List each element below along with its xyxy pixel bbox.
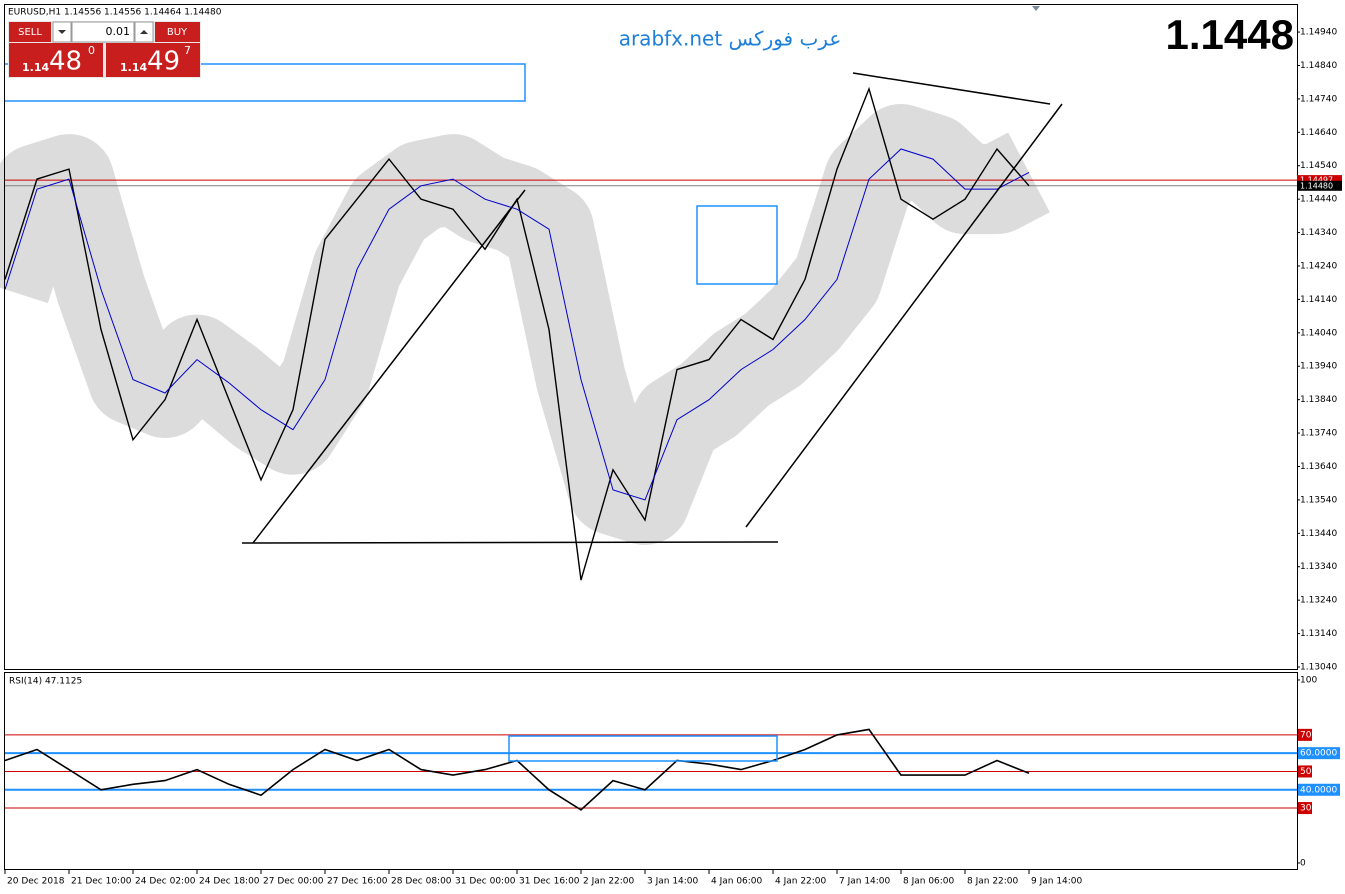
series-line [4, 148, 1030, 501]
x-tick-label: 24 Dec 18:00 [199, 877, 260, 887]
y-tick-label: 1.14240 [1300, 261, 1337, 271]
one-click-panel: SELL 0.01 BUY 1.14 48 0 1.14 49 7 [8, 21, 201, 78]
trendline [852, 72, 1051, 105]
level-tag [1298, 765, 1312, 778]
y-tick-label: 1.14140 [1300, 295, 1337, 305]
sell-label: SELL [18, 27, 42, 38]
symbol-info: EURUSD,H1 1.14556 1.14556 1.14464 1.1448… [8, 8, 222, 18]
y-tick-label: 1.13440 [1300, 529, 1337, 539]
big-price: 1.1448 [1166, 11, 1294, 58]
lot-input[interactable] [71, 21, 135, 43]
x-tick-label: 4 Jan 06:00 [711, 877, 763, 887]
buy-label: BUY [167, 27, 188, 38]
buy-prefix: 1.14 [120, 61, 147, 74]
y-tick-label: 1.14840 [1300, 61, 1337, 71]
level-tag [1298, 728, 1312, 741]
y-tick-label: 1.13840 [1300, 395, 1337, 405]
level-label: 60.0000 [1300, 749, 1337, 759]
shift-marker [1032, 6, 1040, 11]
x-tick-label: 24 Dec 02:00 [135, 877, 196, 887]
indicator-title: RSI(14) 47.1125 [9, 677, 82, 687]
x-tick-label: 20 Dec 2018 [7, 877, 65, 887]
x-tick-label: 4 Jan 22:00 [775, 877, 827, 887]
level-tag [1298, 747, 1340, 760]
level-label: 40.0000 [1300, 785, 1337, 795]
y-tick-label: 1.13240 [1300, 596, 1337, 606]
sell-big: 48 [49, 47, 82, 77]
x-tick-label: 2 Jan 22:00 [583, 877, 635, 887]
x-tick-label: 31 Dec 00:00 [455, 877, 516, 887]
price-tag-label: 1.14497 [1300, 176, 1333, 185]
y-tick-label: 1.14740 [1300, 94, 1337, 104]
y-tick-label: 1.13940 [1300, 362, 1337, 372]
x-tick-label: 31 Dec 16:00 [519, 877, 580, 887]
level-tag [1298, 783, 1340, 796]
level-label: 70 [1300, 730, 1312, 740]
watermark: arabfx.net عرب فوركس [619, 27, 842, 51]
y-tick-label: 1.14340 [1300, 228, 1337, 238]
y-tick-label: 100 [1300, 675, 1317, 685]
y-tick-label: 1.14040 [1300, 328, 1337, 338]
x-tick-label: 8 Jan 22:00 [967, 877, 1019, 887]
x-tick-label: 8 Jan 06:00 [903, 877, 955, 887]
dropdown-arrow [58, 30, 66, 34]
y-tick-label: 1.14440 [1300, 195, 1337, 205]
support-line [241, 541, 779, 544]
buy-price-box[interactable] [106, 43, 200, 77]
buy-sup: 7 [184, 44, 191, 57]
main-panel [4, 4, 1298, 670]
x-tick-label: 7 Jan 14:00 [839, 877, 891, 887]
level-label: 50 [1300, 767, 1312, 777]
up-arrow [140, 30, 148, 34]
buy-button[interactable] [155, 22, 200, 42]
x-tick-label: 27 Dec 16:00 [327, 877, 388, 887]
zone-box [5, 63, 526, 102]
price-tag [1297, 180, 1342, 191]
sell-price-box[interactable] [9, 43, 103, 77]
drawings [241, 72, 1063, 544]
trendline [745, 103, 1063, 528]
trendline [252, 189, 526, 544]
zone-box [696, 205, 778, 285]
zone-box [508, 735, 778, 762]
x-tick-label: 27 Dec 00:00 [263, 877, 324, 887]
buy-big: 49 [147, 47, 180, 77]
y-tick-label: 0 [1300, 858, 1306, 868]
x-tick-label: 21 Dec 10:00 [71, 877, 132, 887]
y-tick-label: 1.13740 [1300, 429, 1337, 439]
y-tick-label: 1.14640 [1300, 128, 1337, 138]
y-tick-label: 1.13040 [1300, 662, 1337, 672]
x-tick-label: 3 Jan 14:00 [647, 877, 699, 887]
x-tick-label: 28 Dec 08:00 [391, 877, 452, 887]
lot-value: 0.01 [106, 25, 131, 38]
y-tick-label: 1.13340 [1300, 562, 1337, 572]
rsi-panel [4, 672, 1298, 870]
price-tag [1297, 175, 1342, 186]
sell-button[interactable] [9, 22, 51, 42]
y-tick-label: 1.14540 [1300, 161, 1337, 171]
y-tick-label: 1.13640 [1300, 462, 1337, 472]
y-tick-label: 1.13540 [1300, 495, 1337, 505]
sell-prefix: 1.14 [22, 61, 49, 74]
price-tag-label: 1.14480 [1300, 181, 1333, 190]
level-label: 30 [1300, 804, 1312, 814]
y-tick-label: 1.14940 [1300, 28, 1337, 38]
y-tick-label: 1.13140 [1300, 629, 1337, 639]
boxes [5, 63, 778, 762]
level-tag [1298, 802, 1312, 815]
sell-sup: 0 [88, 44, 95, 57]
x-tick-label: 9 Jan 14:00 [1031, 877, 1083, 887]
